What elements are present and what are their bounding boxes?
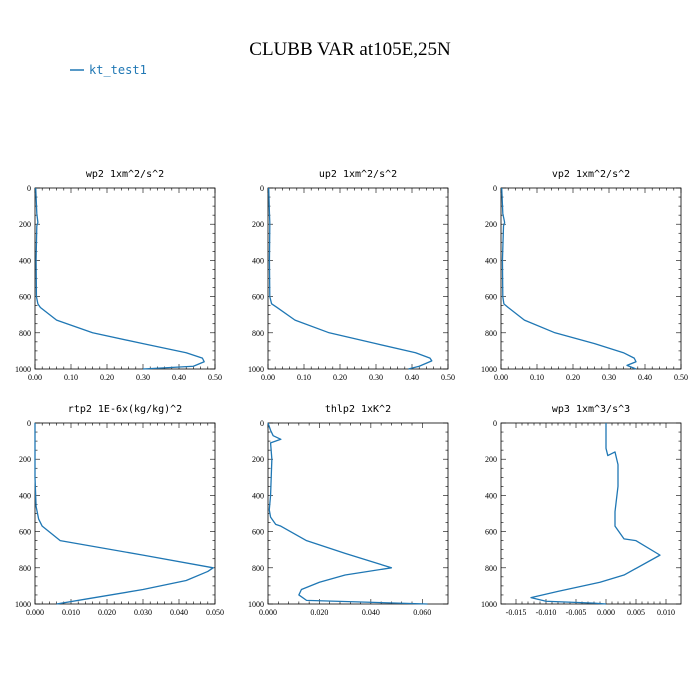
- y-tick-label: 0: [27, 184, 31, 193]
- x-tick-label: 0.030: [134, 608, 152, 617]
- x-tick-label: 0.000: [597, 608, 615, 617]
- x-tick-label: 0.30: [369, 373, 383, 382]
- x-tick-label: 0.010: [657, 608, 675, 617]
- x-tick-label: 0.50: [208, 373, 222, 382]
- legend-label: kt_test1: [89, 63, 147, 77]
- y-tick-label: 800: [485, 564, 497, 573]
- y-tick-label: 200: [485, 455, 497, 464]
- y-tick-label: 1000: [248, 600, 264, 609]
- y-tick-label: 800: [485, 329, 497, 338]
- x-tick-label: 0.000: [26, 608, 44, 617]
- x-tick-label: 0.30: [136, 373, 150, 382]
- y-tick-label: 0: [493, 419, 497, 428]
- series-line: [501, 187, 637, 370]
- y-tick-label: 600: [485, 528, 497, 537]
- y-tick-label: 200: [485, 220, 497, 229]
- x-tick-label: 0.10: [530, 373, 544, 382]
- x-tick-label: 0.10: [297, 373, 311, 382]
- x-tick-label: 0.50: [441, 373, 455, 382]
- x-tick-label: 0.050: [206, 608, 224, 617]
- y-tick-label: 400: [485, 256, 497, 265]
- x-tick-label: 0.020: [310, 608, 328, 617]
- chart-panel: rtp2 1E-6x(kg/kg)^2 0.000 0.010 0.020 0.030 0…: [15, 404, 224, 617]
- x-tick-label: 0.20: [566, 373, 580, 382]
- x-tick-label: 0.00: [494, 373, 508, 382]
- x-tick-label: 0.020: [98, 608, 116, 617]
- y-tick-label: 0: [27, 419, 31, 428]
- panel-title: up2 1xm^2/s^2: [319, 169, 397, 180]
- chart-panel: up2 1xm^2/s^2 0.00 0.10 0.20 0.30 0.40 0.50 0 20…: [248, 169, 455, 382]
- y-tick-label: 400: [252, 256, 264, 265]
- x-tick-label: 0.00: [28, 373, 42, 382]
- panel-title: rtp2 1E-6x(kg/kg)^2: [68, 404, 182, 415]
- legend: kt_test1: [70, 63, 147, 77]
- x-tick-label: -0.005: [566, 608, 587, 617]
- y-tick-label: 800: [252, 329, 264, 338]
- x-tick-label: -0.015: [506, 608, 527, 617]
- y-tick-label: 800: [19, 564, 31, 573]
- series-line: [34, 423, 214, 605]
- y-tick-label: 400: [252, 491, 264, 500]
- chart-panel: vp2 1xm^2/s^2 0.00 0.10 0.20 0.30 0.40 0.50 0 20…: [481, 169, 688, 382]
- x-tick-label: -0.010: [536, 608, 557, 617]
- y-tick-label: 400: [19, 491, 31, 500]
- series-line: [35, 187, 205, 370]
- x-tick-label: 0.20: [333, 373, 347, 382]
- y-tick-label: 200: [252, 455, 264, 464]
- x-tick-label: 0.040: [362, 608, 380, 617]
- y-tick-label: 200: [19, 220, 31, 229]
- panels: wp2 1xm^2/s^2 0.00 0.10 0.20 0.30 0.40 0.50 0 20…: [15, 169, 688, 617]
- x-tick-label: 0.000: [259, 608, 277, 617]
- y-tick-label: 1000: [248, 365, 264, 374]
- x-tick-label: 0.20: [100, 373, 114, 382]
- chart-panel: wp2 1xm^2/s^2 0.00 0.10 0.20 0.30 0.40 0.50 0 20…: [15, 169, 222, 382]
- series-line: [268, 187, 433, 370]
- x-tick-label: 0.005: [627, 608, 645, 617]
- x-tick-label: 0.40: [638, 373, 652, 382]
- y-tick-label: 600: [19, 528, 31, 537]
- x-tick-label: 0.040: [170, 608, 188, 617]
- y-tick-label: 200: [19, 455, 31, 464]
- y-tick-label: 1000: [481, 365, 497, 374]
- x-tick-label: 0.010: [62, 608, 80, 617]
- x-tick-label: 0.40: [172, 373, 186, 382]
- series-line: [267, 422, 428, 605]
- x-tick-label: 0.00: [261, 373, 275, 382]
- y-tick-label: 0: [260, 419, 264, 428]
- y-tick-label: 600: [485, 293, 497, 302]
- y-tick-label: 600: [252, 528, 264, 537]
- panel-title: wp3 1xm^3/s^3: [552, 404, 630, 415]
- y-tick-label: 0: [493, 184, 497, 193]
- y-tick-label: 1000: [15, 365, 31, 374]
- panel-title: wp2 1xm^2/s^2: [86, 169, 164, 180]
- y-tick-label: 400: [19, 256, 31, 265]
- chart-panel: thlp2 1xK^2 0.000 0.020 0.040 0.060 0 200 400 60…: [248, 404, 449, 617]
- panel-title: thlp2 1xK^2: [325, 404, 391, 415]
- y-tick-label: 1000: [481, 600, 497, 609]
- y-tick-label: 600: [19, 293, 31, 302]
- panel-title: vp2 1xm^2/s^2: [552, 169, 630, 180]
- x-tick-label: 0.060: [413, 608, 431, 617]
- series-line: [530, 423, 661, 605]
- x-tick-label: 0.50: [674, 373, 688, 382]
- chart-panel: wp3 1xm^3/s^3 -0.015 -0.010 -0.005 0.000 0.00…: [481, 404, 682, 617]
- y-tick-label: 800: [19, 329, 31, 338]
- y-tick-label: 800: [252, 564, 264, 573]
- figure-title: CLUBB VAR at105E,25N: [249, 39, 451, 60]
- y-tick-label: 0: [260, 184, 264, 193]
- y-tick-label: 600: [252, 293, 264, 302]
- y-tick-label: 400: [485, 491, 497, 500]
- x-tick-label: 0.10: [64, 373, 78, 382]
- y-tick-label: 1000: [15, 600, 31, 609]
- x-tick-label: 0.30: [602, 373, 616, 382]
- x-tick-label: 0.40: [405, 373, 419, 382]
- y-tick-label: 200: [252, 220, 264, 229]
